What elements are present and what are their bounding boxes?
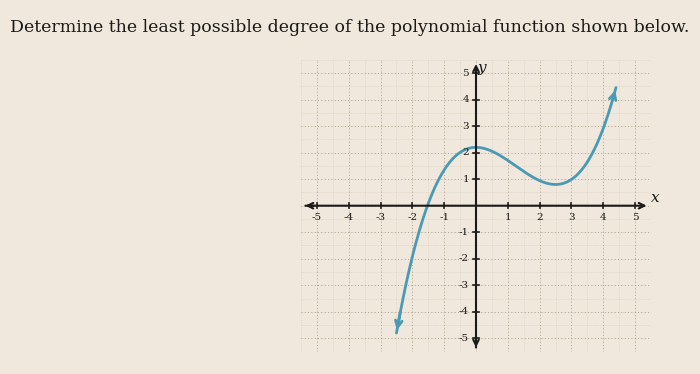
- Text: 3: 3: [568, 213, 575, 222]
- Text: -3: -3: [459, 281, 469, 290]
- Text: -2: -2: [407, 213, 417, 222]
- Text: -3: -3: [375, 213, 386, 222]
- Text: Determine the least possible degree of the polynomial function shown below.: Determine the least possible degree of t…: [10, 19, 690, 36]
- Text: x: x: [651, 191, 659, 205]
- Text: y: y: [477, 61, 486, 75]
- Text: -5: -5: [459, 334, 469, 343]
- Text: -1: -1: [459, 228, 469, 237]
- Text: 3: 3: [463, 122, 469, 131]
- Text: 4: 4: [463, 95, 469, 104]
- Text: 2: 2: [536, 213, 543, 222]
- Text: -1: -1: [439, 213, 449, 222]
- Text: 5: 5: [463, 68, 469, 77]
- Text: 2: 2: [463, 148, 469, 157]
- Text: -4: -4: [344, 213, 354, 222]
- Text: -5: -5: [312, 213, 322, 222]
- Text: -4: -4: [459, 307, 469, 316]
- Text: -2: -2: [459, 254, 469, 263]
- Text: 4: 4: [600, 213, 607, 222]
- Text: 1: 1: [505, 213, 511, 222]
- Text: 5: 5: [632, 213, 638, 222]
- Text: 1: 1: [463, 175, 469, 184]
